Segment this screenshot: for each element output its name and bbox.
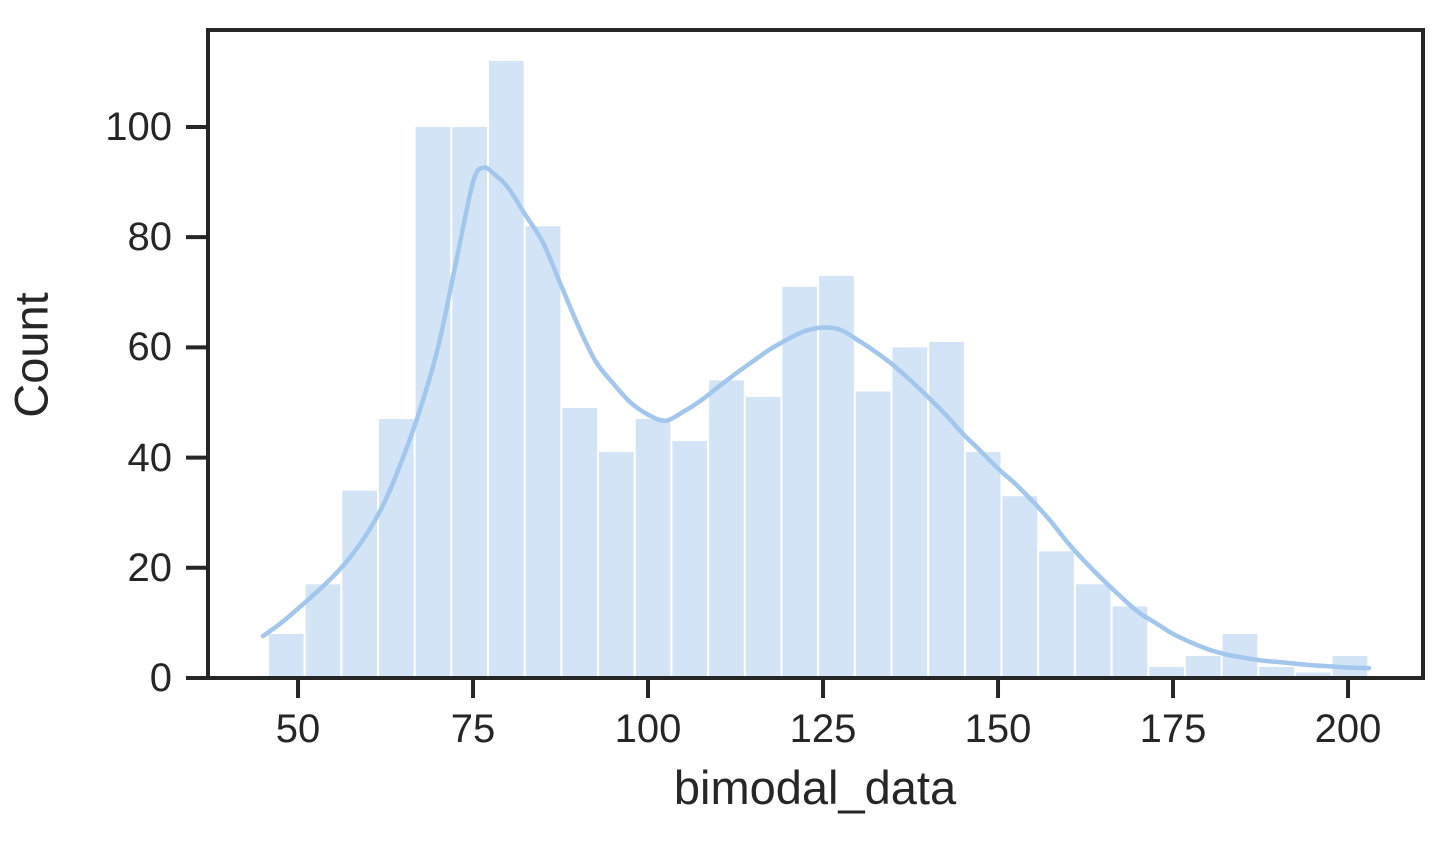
histogram-bar — [782, 286, 818, 678]
histogram-bar — [855, 391, 891, 678]
histogram-bar — [342, 490, 377, 678]
histogram-bar — [379, 419, 414, 678]
histogram-bar — [1112, 606, 1148, 678]
x-tick-label: 175 — [1139, 707, 1207, 751]
histogram-bar — [562, 408, 598, 678]
x-tick-label: 150 — [964, 707, 1032, 751]
y-tick-label: 100 — [105, 104, 172, 149]
x-tick-label: 50 — [275, 707, 321, 751]
histogram-bar — [672, 441, 708, 678]
histogram-bar — [1259, 667, 1294, 678]
y-tick-label: 0 — [149, 656, 172, 700]
histogram-bar — [268, 633, 304, 678]
x-tick-label: 200 — [1314, 707, 1382, 751]
plot-border — [206, 28, 1425, 680]
x-axis-label: bimodal_data — [673, 761, 957, 814]
histogram-bar — [819, 275, 854, 678]
histogram-bar — [635, 419, 671, 678]
histogram-bar — [892, 347, 928, 678]
histogram-bar — [1075, 584, 1111, 678]
histogram-bar — [489, 60, 524, 678]
histogram-bar — [965, 452, 1001, 678]
histogram-bar — [929, 341, 964, 678]
y-tick-label: 60 — [127, 325, 173, 370]
x-tick-label: 75 — [450, 707, 496, 751]
histogram-bar — [1296, 672, 1331, 678]
histogram-bar — [1002, 496, 1038, 678]
histogram-bar — [1039, 551, 1074, 678]
histogram-bar — [1149, 667, 1184, 678]
y-axis-label: Count — [4, 292, 58, 418]
plot-area — [206, 28, 1425, 680]
histogram-bar — [709, 380, 744, 678]
x-tick-label: 100 — [614, 707, 682, 751]
histogram-bar — [525, 226, 561, 678]
histogram-bar — [745, 397, 781, 678]
x-tick-label: 125 — [789, 707, 857, 751]
histogram-bar — [599, 452, 634, 678]
kde-curve — [260, 165, 1372, 671]
histogram-bar — [452, 127, 487, 678]
y-tick-label: 20 — [127, 545, 173, 590]
histogram-bar — [1185, 656, 1221, 678]
y-tick-label: 80 — [127, 215, 173, 260]
histogram-bar — [305, 584, 341, 678]
y-tick-label: 40 — [127, 435, 173, 480]
